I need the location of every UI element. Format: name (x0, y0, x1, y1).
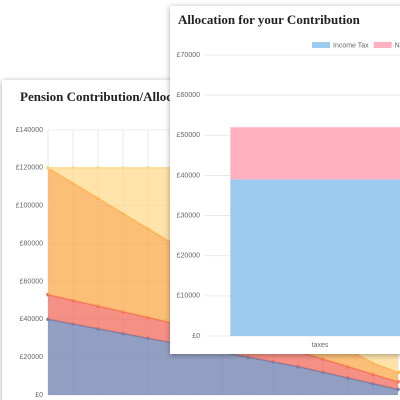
point (71, 166, 75, 170)
point (121, 166, 125, 170)
y-tick-label: £30000 (177, 212, 200, 219)
y-tick-label: £40000 (177, 172, 200, 179)
y-tick-label: £0 (35, 392, 43, 399)
point (96, 166, 100, 170)
y-tick-label: £60000 (177, 92, 200, 99)
legend-label: Nati (395, 42, 400, 49)
point (46, 166, 50, 170)
chart-title: Pension Contribution/Allocation (20, 89, 201, 104)
y-tick-label: £140000 (16, 127, 43, 134)
y-tick-label: £0 (192, 333, 200, 340)
bar (230, 179, 400, 336)
area (48, 319, 398, 395)
legend-swatch (312, 42, 330, 48)
y-tick-label: £70000 (177, 52, 200, 59)
y-tick-label: £80000 (20, 240, 43, 247)
y-tick-label: £40000 (20, 316, 43, 323)
y-tick-label: £20000 (20, 354, 43, 361)
point (146, 166, 150, 170)
bar (230, 127, 400, 180)
y-tick-label: £20000 (177, 253, 200, 260)
y-tick-label: £120000 (16, 165, 43, 172)
chart-title: Allocation for your Contribution (178, 12, 361, 27)
legend-swatch (373, 42, 392, 48)
legend-label: Income Tax (333, 42, 369, 49)
y-tick-label: £50000 (177, 132, 200, 139)
front-card: Allocation for your Contribution £0 £1000… (170, 6, 400, 354)
y-tick-label: £100000 (16, 203, 43, 210)
y-tick-label: £60000 (20, 278, 43, 285)
y-tick-label: £10000 (177, 293, 200, 300)
x-tick-label: taxes (312, 342, 329, 349)
